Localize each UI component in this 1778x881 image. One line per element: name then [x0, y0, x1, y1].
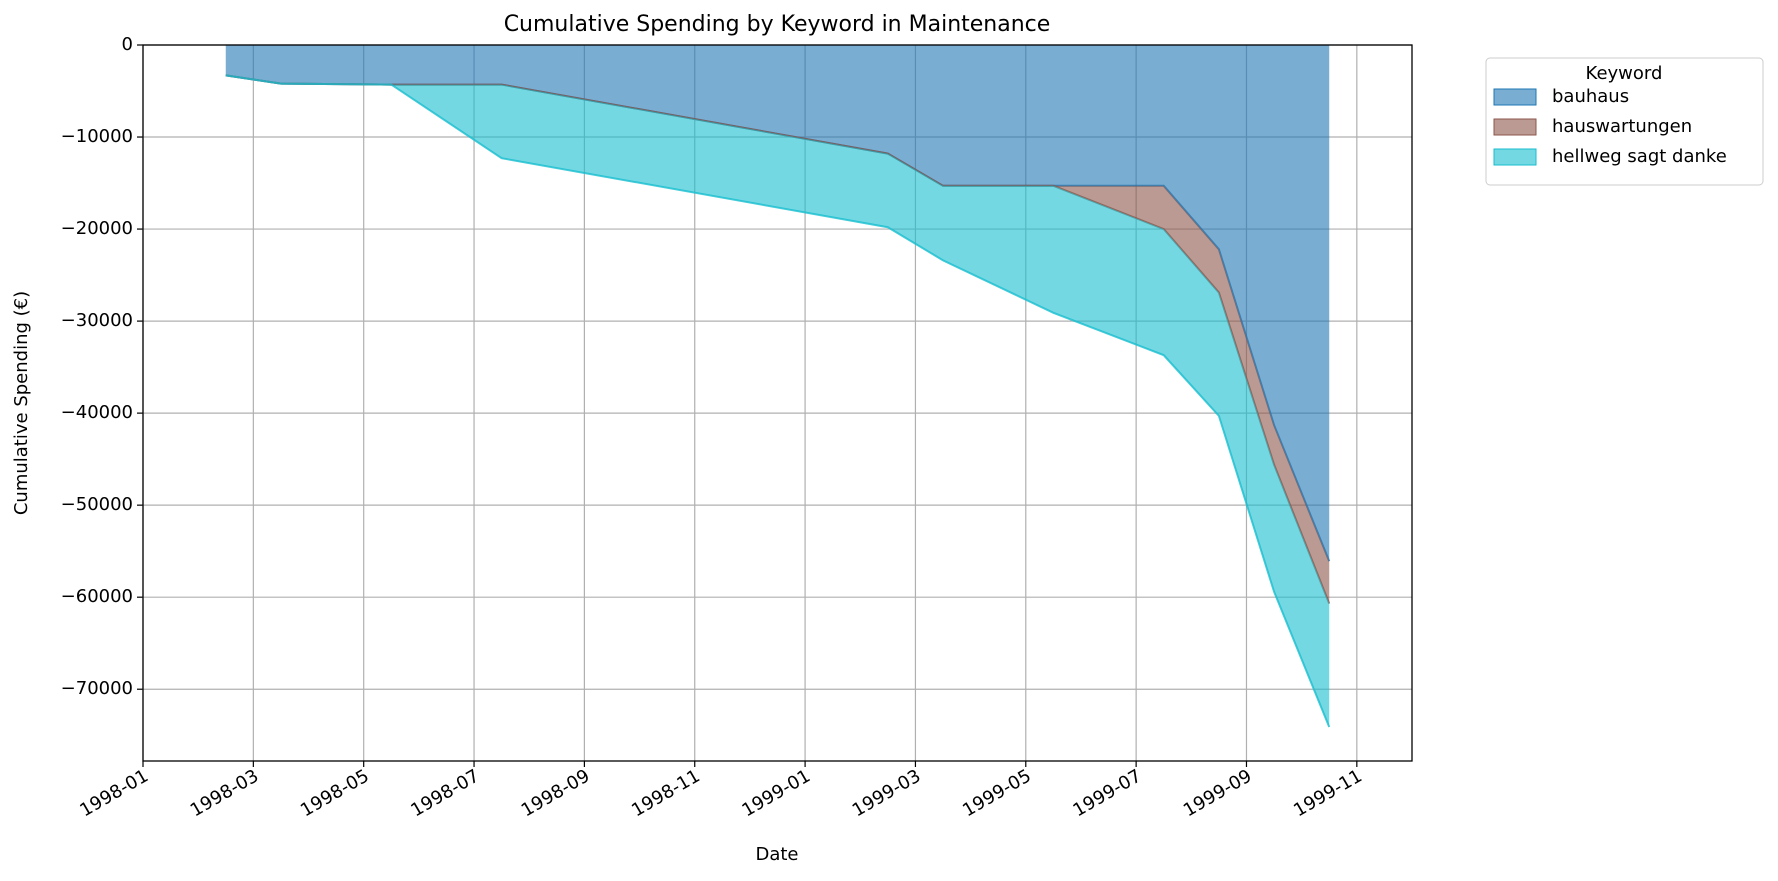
legend-swatch	[1493, 148, 1537, 166]
legend-label: hellweg sagt danke	[1552, 146, 1727, 167]
y-tick-label: −10000	[61, 126, 133, 147]
x-tick-label: 1999-09	[1180, 765, 1256, 821]
y-tick-label: −60000	[61, 586, 133, 607]
y-tick-label: −40000	[61, 402, 133, 423]
x-tick-label: 1999-01	[738, 765, 814, 821]
y-tick-label: −20000	[61, 218, 133, 239]
x-tick-label: 1998-09	[518, 765, 594, 821]
chart-title: Cumulative Spending by Keyword in Mainte…	[504, 12, 1051, 37]
x-tick-label: 1998-07	[407, 765, 483, 821]
x-tick-label: 1998-05	[297, 765, 373, 821]
y-tick-label: −50000	[61, 494, 133, 515]
area	[225, 45, 1330, 562]
legend-label: bauhaus	[1552, 86, 1629, 107]
legend-title: Keyword	[1586, 63, 1663, 84]
y-axis-label: Cumulative Spending (€)	[11, 291, 32, 515]
x-tick-label: 1999-07	[1069, 765, 1145, 821]
x-tick-label: 1999-03	[849, 765, 925, 821]
x-tick-label: 1998-11	[628, 765, 704, 821]
legend-label: hauswartungen	[1552, 116, 1692, 137]
legend-box	[1485, 57, 1764, 186]
y-tick-label: −70000	[61, 678, 133, 699]
legend-swatch	[1493, 88, 1537, 106]
x-axis-label: Date	[755, 844, 798, 865]
x-tick-label: 1998-03	[187, 765, 263, 821]
x-tick-label: 1998-01	[76, 765, 152, 821]
x-tick-label: 1999-11	[1290, 765, 1366, 821]
legend-swatch	[1493, 118, 1537, 136]
y-tick-label: −30000	[61, 310, 133, 331]
y-tick-label: 0	[122, 34, 133, 55]
plot-frame	[142, 44, 1413, 762]
area	[225, 75, 1330, 727]
x-tick-label: 1999-05	[959, 765, 1035, 821]
area-edge	[225, 74, 1331, 728]
